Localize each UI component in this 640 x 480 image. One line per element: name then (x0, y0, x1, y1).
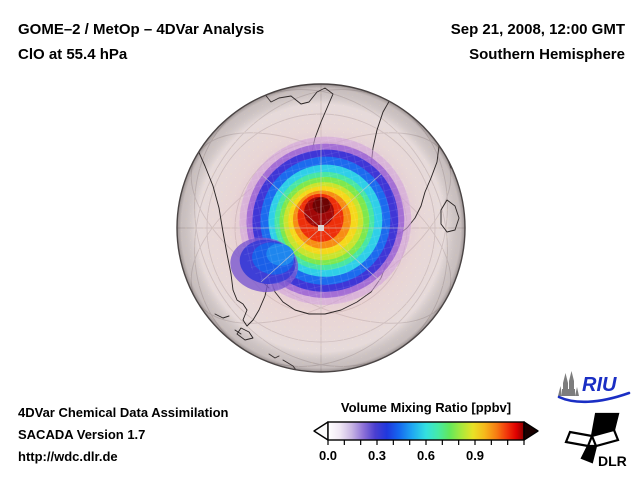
header-left: GOME–2 / MetOp – 4DVar Analysis ClO at 5… (18, 17, 264, 67)
header-right: Sep 21, 2008, 12:00 GMT Southern Hemisph… (451, 17, 625, 67)
colorbar-scale (313, 421, 539, 445)
timestamp-label: Sep 21, 2008, 12:00 GMT (450, 21, 625, 38)
colorbar-tick-label: 0.6 (416, 448, 436, 463)
dlr-logo: DLR (564, 412, 627, 469)
globe-outline (176, 83, 466, 373)
hemisphere-label: Southern Hemisphere (469, 46, 625, 63)
colorbar-over-arrow (523, 421, 539, 441)
colorbar: Volume Mixing Ratio [ppbv] 0.0 0.3 0.6 0.9 (312, 400, 552, 470)
instrument-title: GOME–2 / MetOp – 4DVar Analysis (18, 21, 265, 38)
cathedral-spire-icon (558, 371, 579, 396)
colorbar-title: Volume Mixing Ratio [ppbv] (340, 400, 512, 415)
colorbar-tick-label: 0.9 (465, 448, 485, 463)
riu-wordmark: RIU (582, 374, 617, 396)
method-label: 4DVar Chemical Data Assimilation (18, 405, 229, 420)
riu-logo: RIU (557, 371, 631, 404)
species-level-subtitle: ClO at 55.4 hPa (18, 46, 128, 63)
colorbar-ticks (327, 440, 525, 445)
dlr-mark-icon (564, 412, 620, 464)
colorbar-tick-label: 0.3 (367, 448, 387, 463)
riu-wave (557, 391, 631, 404)
colorbar-tick-labels: 0.0 0.3 0.6 0.9 (312, 448, 540, 466)
colorbar-tick-label: 0.0 (318, 448, 338, 463)
website-url[interactable]: http://wdc.dlr.de (18, 449, 118, 464)
colorbar-under-arrow (313, 421, 329, 441)
dlr-wordmark: DLR (598, 453, 627, 469)
globe-map (175, 82, 467, 374)
colorbar-gradient (327, 421, 525, 441)
limb-shading (177, 84, 465, 372)
version-label: SACADA Version 1.7 (18, 427, 146, 442)
footer-credits: 4DVar Chemical Data Assimilation SACADA … (18, 402, 229, 468)
